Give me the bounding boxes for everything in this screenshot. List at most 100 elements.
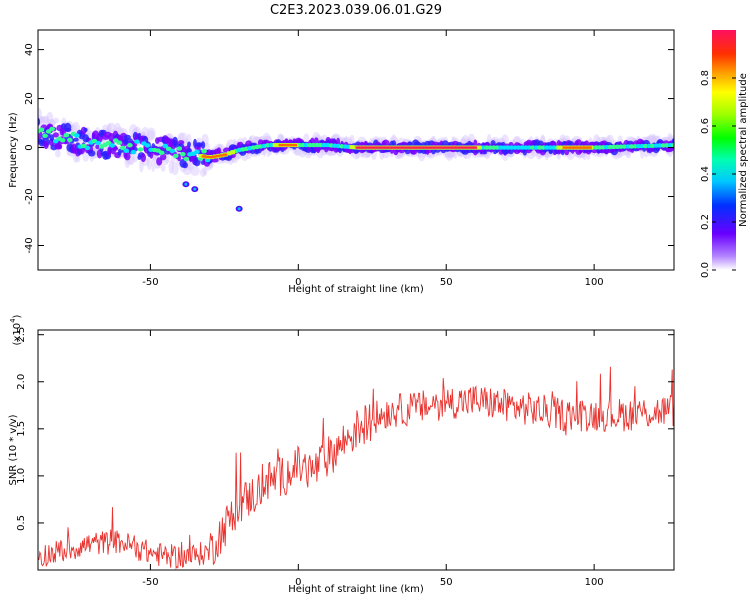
spectrogram-core-peak <box>444 146 449 149</box>
spectrogram-panel: -50 0 50 100 40 20 0 -20 -40 Height of straight… <box>8 29 675 295</box>
snr-x-tick-label: 50 <box>440 577 453 588</box>
spectrogram-core-peak <box>373 146 378 149</box>
spectrogram-core-outer <box>272 143 278 148</box>
spectrogram-ridge-dot <box>74 133 80 138</box>
spectrogram-x-ticks: -50 0 50 100 <box>142 30 604 288</box>
spectrogram-core-peak <box>212 155 217 158</box>
spectrogram-body-blob <box>156 157 163 166</box>
spectrogram-core-peak <box>447 146 453 149</box>
spectrogram-x-tick-label: 50 <box>440 277 453 288</box>
spectrogram-ridge-dot <box>169 148 176 154</box>
spectrogram-core-peak <box>472 146 477 149</box>
spectrogram-core-peak <box>433 146 438 149</box>
spectrogram-core-peak <box>426 146 431 149</box>
snr-y-multiplier-base: (x10 <box>12 323 23 346</box>
spectrogram-core-peak <box>383 146 389 149</box>
spectrogram-core-peak <box>440 146 446 149</box>
spectrogram-core-peak <box>573 146 578 149</box>
spectrogram-core-peak <box>292 143 298 147</box>
spectrogram-core-peak <box>369 146 375 149</box>
snr-y-multiplier-close: ) <box>12 314 23 318</box>
spectrogram-ridge-dot <box>176 146 183 151</box>
svg-text:(x104): (x104) <box>9 314 23 345</box>
spectrogram-core-peak <box>278 143 283 147</box>
spectrogram-ridge-dot <box>134 139 140 144</box>
spectrogram-ridge-dot <box>52 139 59 144</box>
snr-x-tick-label: 100 <box>585 577 604 588</box>
spectrogram-ridge-dot <box>123 148 130 153</box>
snr-y-tick-label: 1.5 <box>16 421 27 437</box>
spectrogram-ridge-dot <box>42 133 48 138</box>
snr-y-ticks: 0.5 1.0 1.5 2.0 2.5 <box>16 327 674 531</box>
spectrogram-core-peak <box>391 146 396 149</box>
spectrogram-halo-blob <box>382 151 390 159</box>
spectrogram-core-outer <box>227 151 232 156</box>
spectrogram-body-blob <box>177 140 185 145</box>
spectrogram-ridge-dot <box>67 137 73 143</box>
spectrogram-body-blob <box>72 137 79 142</box>
spectrogram-halo-blob <box>107 123 112 133</box>
spectrogram-halo-blob <box>182 166 192 176</box>
snr-x-ticks: -50 0 50 100 <box>142 330 604 588</box>
spectrogram-halo-blob <box>139 158 144 173</box>
snr-plot-area <box>38 366 674 570</box>
spectrogram-core-peak <box>580 146 585 149</box>
spectrogram-ridge-dot <box>63 133 70 138</box>
spectrogram-halo-blob <box>349 134 355 146</box>
spectrogram-y-ticks: 40 20 0 -20 -40 <box>24 43 674 254</box>
spectrogram-ridge-dot <box>183 156 190 162</box>
spectrogram-outlier-core <box>193 187 197 191</box>
spectrogram-core-peak <box>376 146 382 149</box>
spectrogram-x-axis-label: Height of straight line (km) <box>288 284 424 295</box>
snr-y-tick-label: 0.5 <box>16 515 27 531</box>
spectrogram-core-outer <box>230 150 235 155</box>
spectrogram-x-tick-label: -50 <box>142 277 158 288</box>
spectrogram-ridge-dot <box>158 150 165 155</box>
spectrogram-ridge-dot <box>162 143 168 149</box>
spectrogram-core-peak <box>223 153 228 156</box>
spectrogram-body-blob <box>49 134 55 142</box>
spectrogram-halo-blob <box>168 160 174 174</box>
spectrogram-ridge-dot <box>180 152 186 157</box>
spectrogram-body-blob <box>52 132 59 138</box>
spectrogram-core-peak <box>430 146 435 149</box>
spectrogram-body-blob <box>195 142 203 148</box>
snr-x-tick-label: -50 <box>142 577 158 588</box>
snr-x-axis-label: Height of straight line (km) <box>288 584 424 595</box>
spectrogram-frame <box>37 29 675 271</box>
spectrogram-halo-blob <box>107 122 116 133</box>
snr-y-tick-label: 1.0 <box>16 468 27 484</box>
snr-y-multiplier: (x104) <box>9 314 23 345</box>
spectrogram-core-peak <box>205 155 210 159</box>
spectrogram-outlier-core <box>237 207 241 211</box>
spectrogram-core-peak <box>201 155 207 158</box>
spectrogram-body-blob <box>160 153 167 161</box>
snr-panel: -50 0 50 100 0.5 1.0 1.5 2.0 2.5 Height of stra… <box>8 314 675 595</box>
spectrogram-y-tick-label: -40 <box>24 237 35 253</box>
colorbar-tick-label: 0.0 <box>700 262 711 278</box>
snr-series-line <box>38 366 674 570</box>
snr-frame <box>37 329 675 571</box>
spectrogram-y-axis-label: Frequency (Hz) <box>8 112 19 188</box>
spectrogram-plot-area <box>38 107 674 212</box>
spectrogram-halo-blob <box>190 166 200 176</box>
spectrogram-halo-blob <box>171 162 179 176</box>
spectrogram-core-peak <box>562 146 567 149</box>
spectrogram-halo-blob <box>294 149 299 156</box>
spectrogram-core-peak <box>285 143 291 147</box>
spectrogram-body-blob <box>140 153 146 163</box>
spectrogram-core-outer <box>477 145 482 150</box>
spectrogram-halo-blob <box>39 116 49 123</box>
spectrogram-halo-blob <box>55 149 61 158</box>
spectrogram-core-outer <box>560 145 565 150</box>
spectrogram-core-peak <box>394 146 399 149</box>
spectrogram-x-tick-label: 0 <box>295 277 301 288</box>
spectrogram-halo-blob <box>443 150 452 158</box>
spectrogram-core-outer <box>556 145 561 150</box>
spectrogram-halo-blob <box>52 117 60 124</box>
snr-x-tick-label: 0 <box>295 577 301 588</box>
spectrogram-core-peak <box>289 143 294 147</box>
spectrogram-body-blob <box>182 162 189 169</box>
